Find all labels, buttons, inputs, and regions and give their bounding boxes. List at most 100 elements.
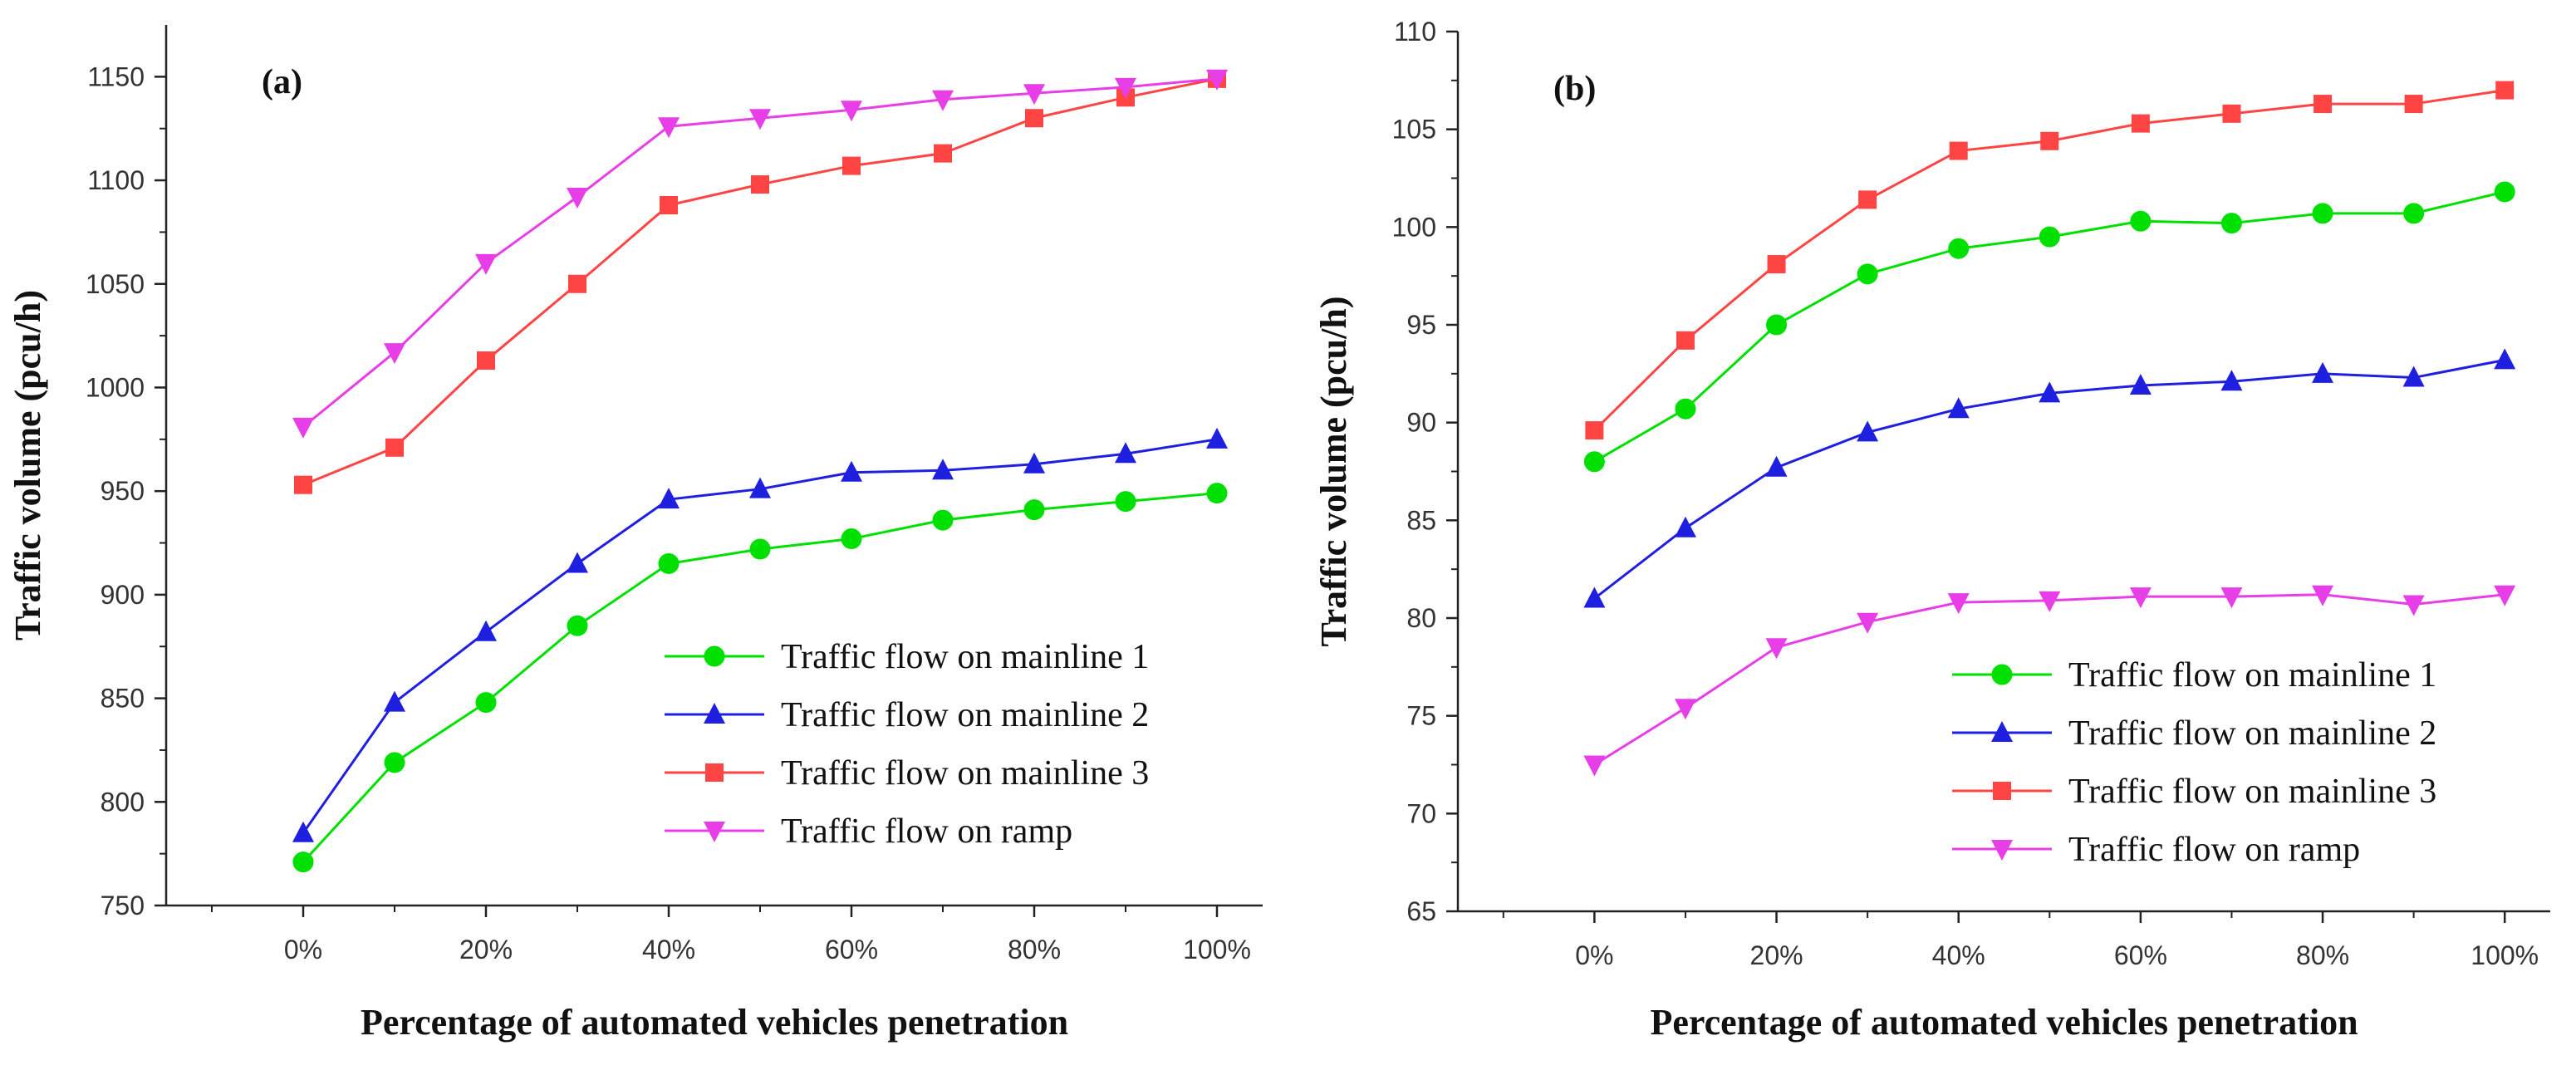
data-point-series-3 xyxy=(934,144,952,163)
legend-marker xyxy=(1991,840,2013,861)
y-tick-label: 95 xyxy=(1406,310,1436,340)
y-tick-label: 110 xyxy=(1394,17,1436,47)
y-tick-label: 1000 xyxy=(86,372,145,402)
data-point-series-1 xyxy=(2403,203,2425,224)
data-point-series-2 xyxy=(1023,452,1045,474)
data-point-series-4 xyxy=(292,417,314,439)
data-point-series-2 xyxy=(2494,348,2516,370)
data-point-series-4 xyxy=(932,90,954,111)
data-point-series-2 xyxy=(2220,370,2243,391)
data-point-series-3 xyxy=(1025,109,1043,128)
data-point-series-3 xyxy=(568,274,586,293)
data-point-series-4 xyxy=(2494,585,2516,606)
data-point-series-2 xyxy=(1947,397,1970,419)
y-tick-label: 850 xyxy=(101,684,145,714)
data-point-series-1 xyxy=(658,552,680,574)
data-point-series-1 xyxy=(1948,238,1970,259)
data-point-series-1 xyxy=(2312,203,2333,224)
data-point-series-4 xyxy=(567,188,588,209)
data-point-series-1 xyxy=(1857,263,1878,285)
data-point-series-2 xyxy=(1765,455,1788,477)
data-point-series-1 xyxy=(1766,314,1788,336)
data-point-series-4 xyxy=(749,109,771,130)
data-point-series-4 xyxy=(658,117,680,139)
data-point-series-2 xyxy=(749,477,771,498)
data-point-series-4 xyxy=(1583,755,1606,777)
data-point-series-2 xyxy=(932,459,954,480)
data-point-series-4 xyxy=(2220,587,2243,609)
data-point-series-4 xyxy=(1115,77,1136,99)
y-tick-label: 70 xyxy=(1406,798,1436,828)
data-point-series-4 xyxy=(1857,612,1879,634)
series-line-4 xyxy=(302,77,1218,429)
data-point-series-1 xyxy=(475,692,497,714)
data-point-series-1 xyxy=(1675,398,1696,420)
data-point-series-1 xyxy=(932,509,954,531)
y-tick-label: 750 xyxy=(101,891,145,920)
x-tick-label: 60% xyxy=(825,935,878,964)
x-axis-title: Percentage of automated vehicles penetra… xyxy=(1650,1002,2358,1043)
y-tick-label: 85 xyxy=(1406,505,1436,535)
data-point-series-3 xyxy=(1767,255,1786,274)
x-tick-label: 0% xyxy=(284,935,322,964)
legend-label: Traffic flow on mainline 1 xyxy=(781,638,1149,676)
data-point-series-3 xyxy=(842,156,861,175)
data-point-series-1 xyxy=(384,752,405,773)
data-point-series-3 xyxy=(477,351,495,371)
data-point-series-1 xyxy=(841,528,862,550)
data-point-series-4 xyxy=(2039,591,2061,612)
data-point-series-1 xyxy=(1583,451,1605,473)
data-point-series-3 xyxy=(751,175,769,194)
data-point-series-2 xyxy=(2039,381,2061,403)
data-point-series-4 xyxy=(1023,84,1045,106)
y-tick-label: 90 xyxy=(1406,408,1436,438)
legend-marker xyxy=(704,645,725,667)
x-tick-label: 20% xyxy=(459,935,513,964)
panel-label: (a) xyxy=(262,63,302,101)
legend-marker xyxy=(705,763,724,782)
data-point-series-3 xyxy=(2131,114,2150,133)
data-point-series-3 xyxy=(1676,331,1695,350)
y-tick-label: 80 xyxy=(1406,603,1436,633)
data-point-series-3 xyxy=(2313,95,2333,114)
x-tick-label: 80% xyxy=(1008,935,1061,964)
data-point-series-3 xyxy=(2222,104,2241,123)
data-point-series-2 xyxy=(1115,442,1136,464)
data-point-series-1 xyxy=(2039,226,2060,248)
x-tick-label: 40% xyxy=(1932,940,1985,970)
x-tick-label: 80% xyxy=(2296,940,2349,970)
data-point-series-1 xyxy=(2220,213,2242,234)
data-point-series-1 xyxy=(292,852,314,873)
panel-label: (b) xyxy=(1553,70,1596,108)
legend-marker xyxy=(704,822,725,842)
data-point-series-4 xyxy=(1674,699,1696,720)
data-point-series-2 xyxy=(1857,420,1879,442)
data-point-series-4 xyxy=(2129,587,2152,609)
legend-label: Traffic flow on mainline 2 xyxy=(781,696,1149,734)
legend-marker xyxy=(704,703,725,724)
data-point-series-2 xyxy=(384,690,405,712)
data-point-series-1 xyxy=(1023,499,1045,521)
data-point-series-3 xyxy=(2404,95,2423,114)
legend-marker xyxy=(1993,782,2011,800)
chart-panel-b: 65 70 75 80 85 90 95 100 105 110 0% 20% 40% 60% 80% 100… xyxy=(1313,17,2550,1043)
y-tick-label: 105 xyxy=(1392,115,1436,145)
y-axis-title: Traffic volume (pcu/h) xyxy=(1313,296,1354,646)
data-point-series-2 xyxy=(2402,366,2425,387)
data-point-series-1 xyxy=(2494,181,2515,203)
legend-label: Traffic flow on mainline 2 xyxy=(2068,714,2436,753)
x-tick-label: 20% xyxy=(1750,940,1803,970)
data-point-series-3 xyxy=(1858,190,1877,209)
data-point-series-2 xyxy=(2129,373,2152,395)
y-axis-title: Traffic volume (pcu/h) xyxy=(7,290,48,640)
series-line-3 xyxy=(302,77,1218,487)
data-point-series-2 xyxy=(1674,516,1696,537)
data-point-series-4 xyxy=(2312,585,2334,606)
data-point-series-3 xyxy=(1949,141,1968,160)
x-axis-title: Percentage of automated vehicles penetra… xyxy=(361,1002,1068,1043)
y-tick-label: 1100 xyxy=(87,165,145,195)
data-point-series-2 xyxy=(567,552,588,573)
legend-label: Traffic flow on mainline 3 xyxy=(2068,773,2436,811)
data-point-series-4 xyxy=(384,343,405,365)
